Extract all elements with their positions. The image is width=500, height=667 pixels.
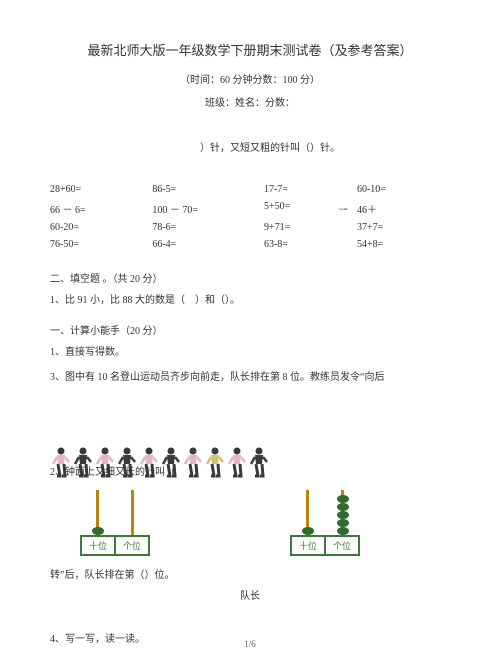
abacus-label-tens: 十位 xyxy=(82,537,116,554)
captain-label: 队长 xyxy=(50,587,450,602)
question-3: 3、图中有 10 名登山运动员齐步向前走，队长排在第 8 位。教练员发令“向后 xyxy=(50,368,450,383)
abacus-label-tens: 十位 xyxy=(292,537,326,554)
question-calc: 1、直接写得数。 xyxy=(50,343,450,358)
abacus-rod-ones xyxy=(341,490,344,535)
calc-cell: 17-7= xyxy=(264,184,357,195)
abacus-row: 十位 个位 十位 个位 xyxy=(80,492,450,556)
abacus-rod-tens xyxy=(96,490,99,535)
page-number: 1/6 xyxy=(0,639,500,649)
calc-cell: 78-6= xyxy=(152,222,264,233)
calc-cell: 66 － 6= xyxy=(50,201,152,216)
abacus-label-ones: 个位 xyxy=(116,537,148,554)
section-1-title: 一、计算小能手（20 分） xyxy=(50,322,450,337)
clock-hint-text: ）针，又短又粗的针叫（）针。 xyxy=(50,139,450,154)
runners-illustration xyxy=(50,403,450,443)
calc-cell: 100 － 70= xyxy=(152,201,264,216)
runner-icon xyxy=(182,446,204,485)
runner-icon xyxy=(248,446,270,485)
abacus-2: 十位 个位 xyxy=(290,492,360,556)
calc-cell: 60-20= xyxy=(50,222,152,233)
abacus-label-ones: 个位 xyxy=(326,537,358,554)
student-info: 班级：姓名：分数： xyxy=(50,94,450,109)
question-1: 1、比 91 小，比 88 大的数是（ ）和（）。 xyxy=(50,291,450,306)
calc-cell: 66-4= xyxy=(152,239,264,250)
section-2-title: 二、填空题 。（共 20 分） xyxy=(50,270,450,285)
abacus-rod-ones xyxy=(131,490,134,535)
tilde-mark: ~= xyxy=(339,205,348,214)
calc-cell: 63-8= xyxy=(264,239,357,250)
abacus-rod-tens xyxy=(306,490,309,535)
calc-cell: 60-10= xyxy=(357,184,450,195)
page-title: 最新北师大版一年级数学下册期末测试卷（及参考答案） xyxy=(50,40,450,59)
calc-text: 46＋ xyxy=(357,205,377,216)
abacus-1: 十位 个位 xyxy=(80,492,150,556)
calc-cell: 54+8= xyxy=(357,239,450,250)
calc-cell: 46＋ ~= xyxy=(357,201,450,216)
calculation-grid: 28+60= 86-5= 17-7= 60-10= 66 － 6= 100 － … xyxy=(50,184,450,250)
runner-icon xyxy=(204,446,226,485)
time-score: （时间：60 分钟分数：100 分） xyxy=(50,71,450,86)
runner-icon xyxy=(226,446,248,485)
calc-cell: 37+7= xyxy=(357,222,450,233)
calc-cell: 9+71= xyxy=(264,222,357,233)
calc-cell: 86-5= xyxy=(152,184,264,195)
calc-cell: 76-50= xyxy=(50,239,152,250)
calc-cell: 28+60= xyxy=(50,184,152,195)
turn-text: 转”后，队长排在第（）位。 xyxy=(50,566,450,581)
